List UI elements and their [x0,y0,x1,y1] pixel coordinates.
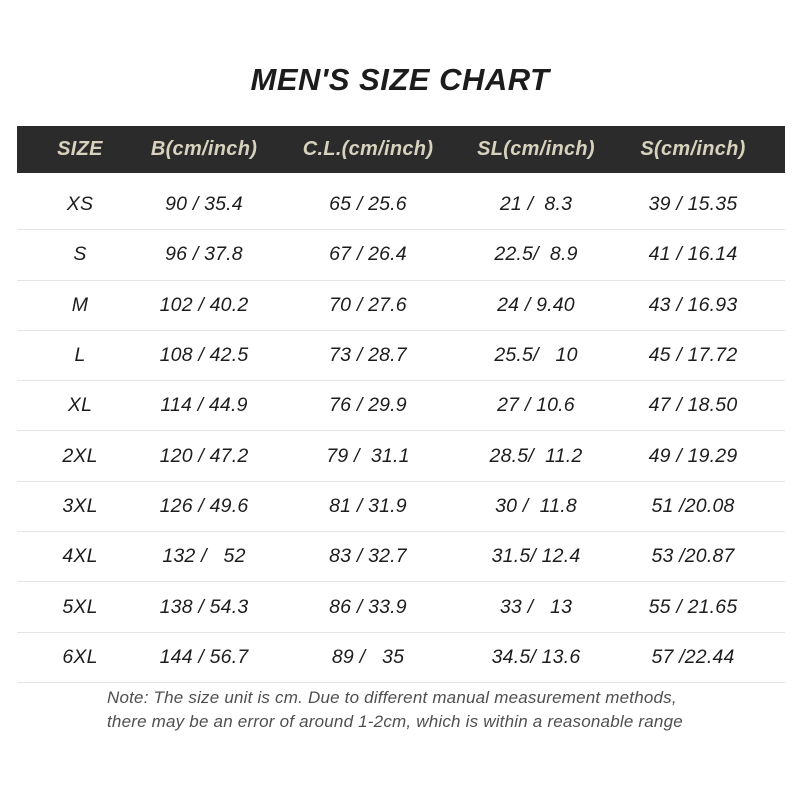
cl-cell: 89 / 35 [331,645,405,668]
note-line-1: Note: The size unit is cm. Due to differ… [107,688,677,707]
s-cell: 55 / 21.65 [648,595,738,618]
sl-cell: 25.5/ 10 [494,344,578,367]
size-cell: 3XL [62,494,98,517]
s-cell: 53 /20.87 [651,545,735,568]
column-header-s: S(cm/inch) [640,138,746,160]
b-cell: 144 / 56.7 [159,645,249,668]
size-cell: S [73,243,87,266]
sl-cell: 22.5/ 8.9 [494,243,578,266]
size-cell: 4XL [62,545,98,568]
b-cell: 120 / 47.2 [159,444,249,467]
s-cell: 47 / 18.50 [648,394,738,417]
s-cell: 45 / 17.72 [648,344,738,367]
table-row: S 96 / 37.8 67 / 26.4 22.5/ 8.9 41 / 16.… [17,230,785,281]
note-line-2: there may be an error of around 1-2cm, w… [107,711,683,731]
page-title: MEN'S SIZE CHART [250,62,550,97]
size-cell: 2XL [62,444,98,467]
cl-cell: 86 / 33.9 [329,595,407,618]
sl-cell: 34.5/ 13.6 [491,645,581,668]
table-row: 2XL 120 / 47.2 79 / 31.1 28.5/ 11.2 49 /… [17,431,785,482]
b-cell: 138 / 54.3 [159,595,249,618]
sl-cell: 30 / 11.8 [495,494,577,517]
b-cell: 102 / 40.2 [159,293,249,316]
size-cell: 6XL [62,645,98,668]
cl-cell: 73 / 28.7 [329,344,407,367]
b-cell: 108 / 42.5 [159,344,249,367]
column-header-b: B(cm/inch) [150,138,258,160]
table-row: 3XL 126 / 49.6 81 / 31.9 30 / 11.8 51 /2… [17,482,785,533]
cl-cell: 65 / 25.6 [329,193,407,216]
sl-cell: 27 / 10.6 [497,394,575,417]
table-row: L 108 / 42.5 73 / 28.7 25.5/ 10 45 / 17.… [17,331,785,382]
sl-cell: 28.5/ 11.2 [489,444,583,467]
cl-cell: 76 / 29.9 [329,394,407,417]
cl-cell: 70 / 27.6 [329,293,407,316]
b-cell: 132 / 52 [162,545,246,568]
size-chart-table: SIZE B(cm/inch) C.L.(cm/inch) SL(cm/inch… [17,126,785,683]
column-header-sl: SL(cm/inch) [477,138,595,160]
table-row: XS 90 / 35.4 65 / 25.6 21 / 8.3 39 / 15.… [17,180,785,231]
table-row: XL 114 / 44.9 76 / 29.9 27 / 10.6 47 / 1… [17,381,785,432]
s-cell: 39 / 15.35 [648,193,738,216]
s-cell: 43 / 16.93 [648,293,738,316]
cl-cell: 67 / 26.4 [329,243,407,266]
size-cell: M [71,293,89,316]
size-cell: XL [67,394,93,417]
b-cell: 96 / 37.8 [165,243,243,266]
sl-cell: 33 / 13 [499,595,573,618]
table-row: 5XL 138 / 54.3 86 / 33.9 33 / 13 55 / 21… [17,582,785,633]
s-cell: 57 /22.44 [651,645,735,668]
table-row: 6XL 144 / 56.7 89 / 35 34.5/ 13.6 57 /22… [17,633,785,683]
cl-cell: 81 / 31.9 [329,494,407,517]
cl-cell: 83 / 32.7 [329,545,407,568]
column-header-size: SIZE [57,138,103,160]
column-header-cl: C.L.(cm/inch) [302,138,434,160]
b-cell: 114 / 44.9 [160,394,248,417]
cl-cell: 79 / 31.1 [326,444,410,467]
sl-cell: 24 / 9.40 [497,293,575,316]
table-row: M 102 / 40.2 70 / 27.6 24 / 9.40 43 / 16… [17,281,785,331]
size-cell: XS [66,193,94,216]
b-cell: 126 / 49.6 [159,494,249,517]
size-cell: L [74,344,86,367]
size-cell: 5XL [62,595,98,618]
sl-cell: 21 / 8.3 [499,193,573,216]
s-cell: 51 /20.08 [651,494,735,517]
sl-cell: 31.5/ 12.4 [491,545,581,568]
b-cell: 90 / 35.4 [165,193,243,216]
s-cell: 41 / 16.14 [648,243,738,266]
table-header-row: SIZE B(cm/inch) C.L.(cm/inch) SL(cm/inch… [17,126,785,173]
measurement-note: Note: The size unit is cm. Due to differ… [107,686,727,734]
table-row: 4XL 132 / 52 83 / 32.7 31.5/ 12.4 53 /20… [17,532,785,583]
table-body: XS 90 / 35.4 65 / 25.6 21 / 8.3 39 / 15.… [17,173,785,683]
s-cell: 49 / 19.29 [648,444,738,467]
